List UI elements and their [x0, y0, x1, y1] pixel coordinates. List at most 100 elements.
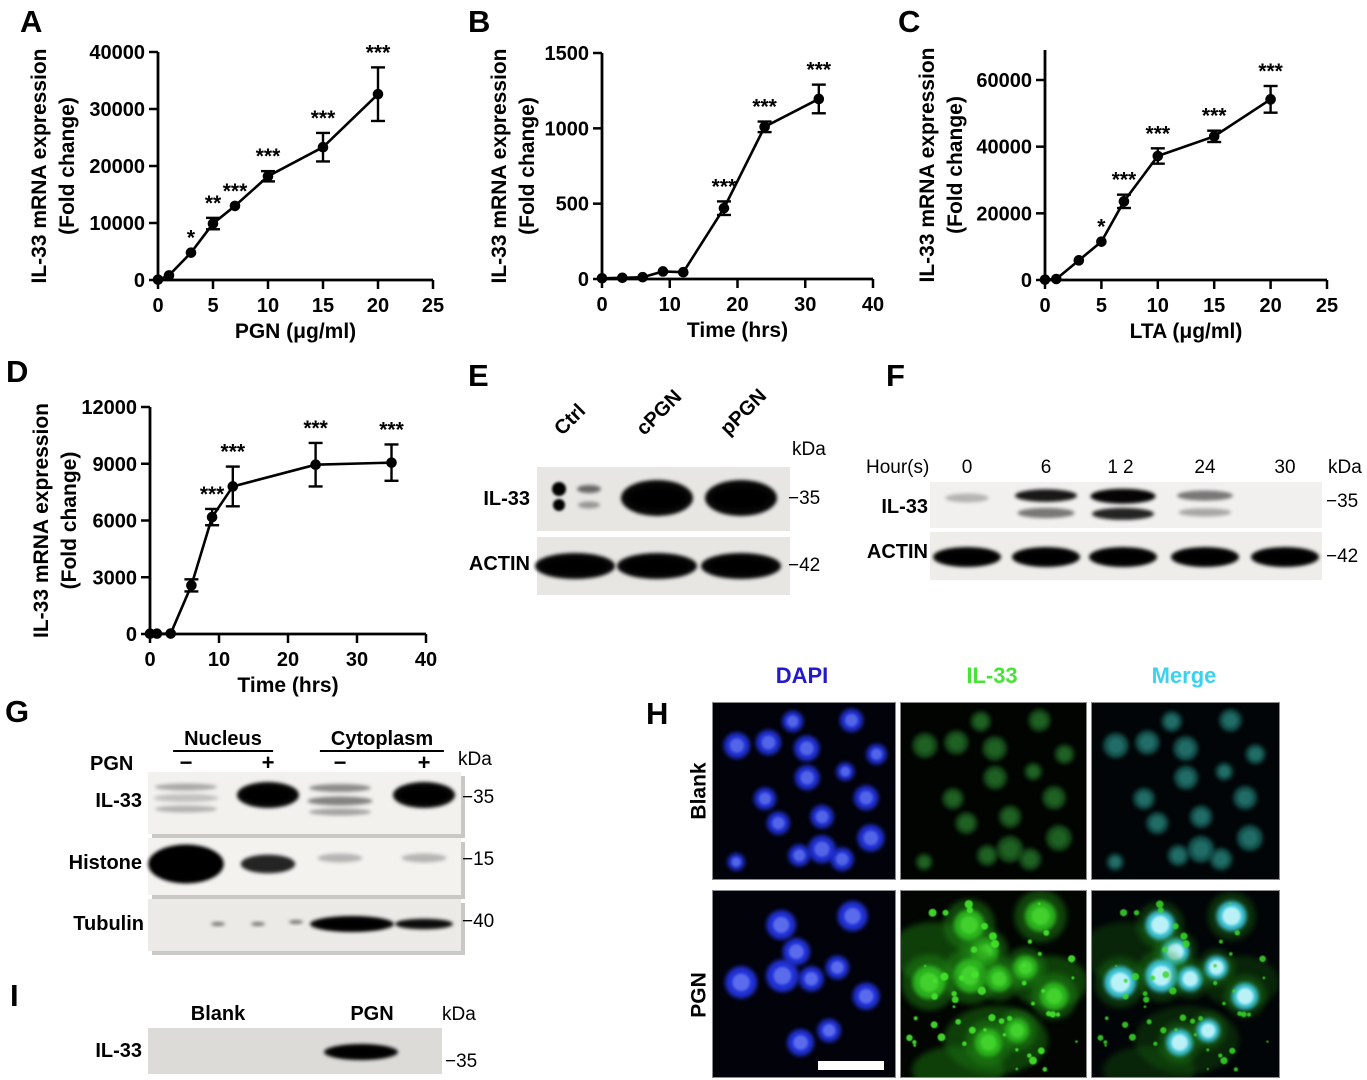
svg-text:40: 40: [415, 649, 437, 671]
f-marker-42: −42: [1326, 546, 1359, 567]
i-lane-pgn: PGN: [350, 1003, 394, 1025]
panel-e-blot: [535, 467, 790, 595]
svg-text:***: ***: [223, 180, 248, 203]
f-lane-6: 6: [1040, 457, 1052, 478]
panel-a-chart: 0 10000 20000 30000 40000 0 5 10 15 20 25 PGN (μg/m…: [28, 41, 444, 343]
svg-text:12000: 12000: [81, 397, 137, 419]
f-lane-0: 0: [961, 457, 973, 478]
svg-text:0: 0: [126, 624, 137, 646]
svg-text:IL-33 mRNA expression: IL-33 mRNA expression: [28, 49, 51, 284]
g-sign-2: −: [333, 750, 347, 775]
svg-text:0: 0: [1039, 295, 1050, 317]
svg-text:30: 30: [794, 294, 816, 316]
svg-text:20: 20: [726, 294, 748, 316]
svg-text:0: 0: [144, 649, 155, 671]
panel-e-letter: E: [468, 358, 489, 393]
svg-text:0: 0: [596, 294, 607, 316]
g-row-tubulin-label: Tubulin: [73, 913, 144, 935]
svg-text:5: 5: [207, 295, 218, 317]
svg-text:9000: 9000: [93, 454, 138, 476]
panel-d-chart: 0 3000 6000 9000 12000 0 10 20 30 40 Time (hrs) IL-…: [30, 397, 437, 697]
svg-text:20: 20: [277, 649, 299, 671]
svg-text:***: ***: [1146, 122, 1171, 145]
panel-c-chart: 0 20000 40000 60000 0 5 10 15 20 25 LTA (μg/ml) IL-…: [916, 48, 1338, 343]
svg-text:PGN (μg/ml): PGN (μg/ml): [235, 320, 356, 343]
svg-text:***: ***: [303, 417, 328, 440]
e-kda-label: kDa: [792, 439, 826, 460]
svg-text:*: *: [1097, 216, 1106, 239]
svg-text:40000: 40000: [976, 137, 1032, 159]
h-row-blank-label: Blank: [687, 762, 711, 820]
panel-b-chart: 0 500 1000 1500 0 10 20 30 40 Time (hrs) IL-33 mRN…: [488, 43, 884, 342]
panel-f-blot: [930, 482, 1322, 580]
svg-text:***: ***: [1202, 105, 1227, 128]
svg-text:***: ***: [752, 96, 777, 119]
panel-i-letter: I: [10, 978, 19, 1013]
svg-text:0: 0: [1021, 270, 1032, 292]
svg-text:25: 25: [1316, 295, 1338, 317]
svg-text:40000: 40000: [89, 42, 145, 64]
svg-text:15: 15: [312, 295, 334, 317]
svg-text:20000: 20000: [976, 203, 1032, 225]
panel-g-blot: [148, 772, 465, 955]
i-marker-35: −35: [445, 1051, 478, 1072]
svg-text:30000: 30000: [89, 99, 145, 121]
svg-text:***: ***: [712, 175, 737, 198]
svg-text:*: *: [187, 227, 196, 250]
svg-text:15: 15: [1203, 295, 1225, 317]
e-marker-35: −35: [788, 488, 821, 509]
g-row-il33-label: IL-33: [95, 790, 142, 812]
svg-text:1000: 1000: [545, 118, 590, 140]
h-col-dapi-header: DAPI: [775, 663, 829, 688]
svg-text:10: 10: [257, 295, 279, 317]
g-group-cytoplasm: Cytoplasm: [319, 728, 445, 752]
svg-text:25: 25: [422, 295, 444, 317]
f-row-il33-label: IL-33: [881, 496, 928, 518]
dapi-nuclei: [725, 901, 880, 1056]
g-marker-35: −35: [462, 787, 495, 808]
g-marker-15: −15: [462, 849, 495, 870]
svg-text:10: 10: [659, 294, 681, 316]
svg-text:***: ***: [379, 418, 404, 441]
panel-g-letter: G: [5, 694, 30, 729]
svg-text:***: ***: [221, 441, 246, 464]
f-lane-30: 30: [1274, 457, 1296, 478]
i-row-il33-label: IL-33: [95, 1040, 142, 1062]
f-lane-12: 12: [1107, 457, 1139, 478]
h-col-il33-header: IL-33: [966, 663, 1018, 688]
svg-text:(Fold change): (Fold change): [516, 97, 539, 235]
svg-text:(Fold change): (Fold change): [944, 96, 967, 234]
svg-text:IL-33 mRNA expression: IL-33 mRNA expression: [916, 48, 939, 283]
svg-text:60000: 60000: [976, 70, 1032, 92]
g-sign-3: +: [417, 750, 431, 775]
svg-text:1500: 1500: [545, 43, 590, 65]
i-kda-label: kDa: [442, 1004, 476, 1025]
svg-text:0: 0: [134, 270, 145, 292]
panel-i-blot: [148, 1028, 442, 1074]
svg-text:0: 0: [152, 295, 163, 317]
g-group-nucleus: Nucleus: [173, 728, 273, 752]
svg-text:Time (hrs): Time (hrs): [237, 674, 338, 697]
svg-text:***: ***: [1258, 60, 1283, 83]
panel-c-letter: C: [898, 4, 921, 39]
merge-faint-nuclei: [1103, 709, 1266, 871]
svg-text:6000: 6000: [93, 511, 138, 533]
g-row-histone-label: Histone: [68, 852, 142, 874]
il33-faint-nuclei: [912, 709, 1075, 871]
g-row-header-pgn: PGN: [90, 753, 134, 775]
svg-text:0: 0: [578, 269, 589, 291]
svg-text:***: ***: [256, 145, 281, 168]
svg-text:10000: 10000: [89, 213, 145, 235]
panel-d-letter: D: [6, 354, 29, 389]
g-sign-0: −: [179, 750, 193, 775]
svg-text:20: 20: [1259, 295, 1281, 317]
f-header-hours: Hour(s): [866, 457, 930, 478]
svg-text:IL-33 mRNA expression: IL-33 mRNA expression: [30, 403, 53, 638]
i-lane-blank: Blank: [190, 1003, 246, 1025]
scale-bar: [818, 1061, 884, 1070]
panel-h-letter: H: [646, 696, 669, 731]
e-row-il33-label: IL-33: [483, 488, 530, 510]
panel-f-letter: F: [886, 358, 905, 393]
